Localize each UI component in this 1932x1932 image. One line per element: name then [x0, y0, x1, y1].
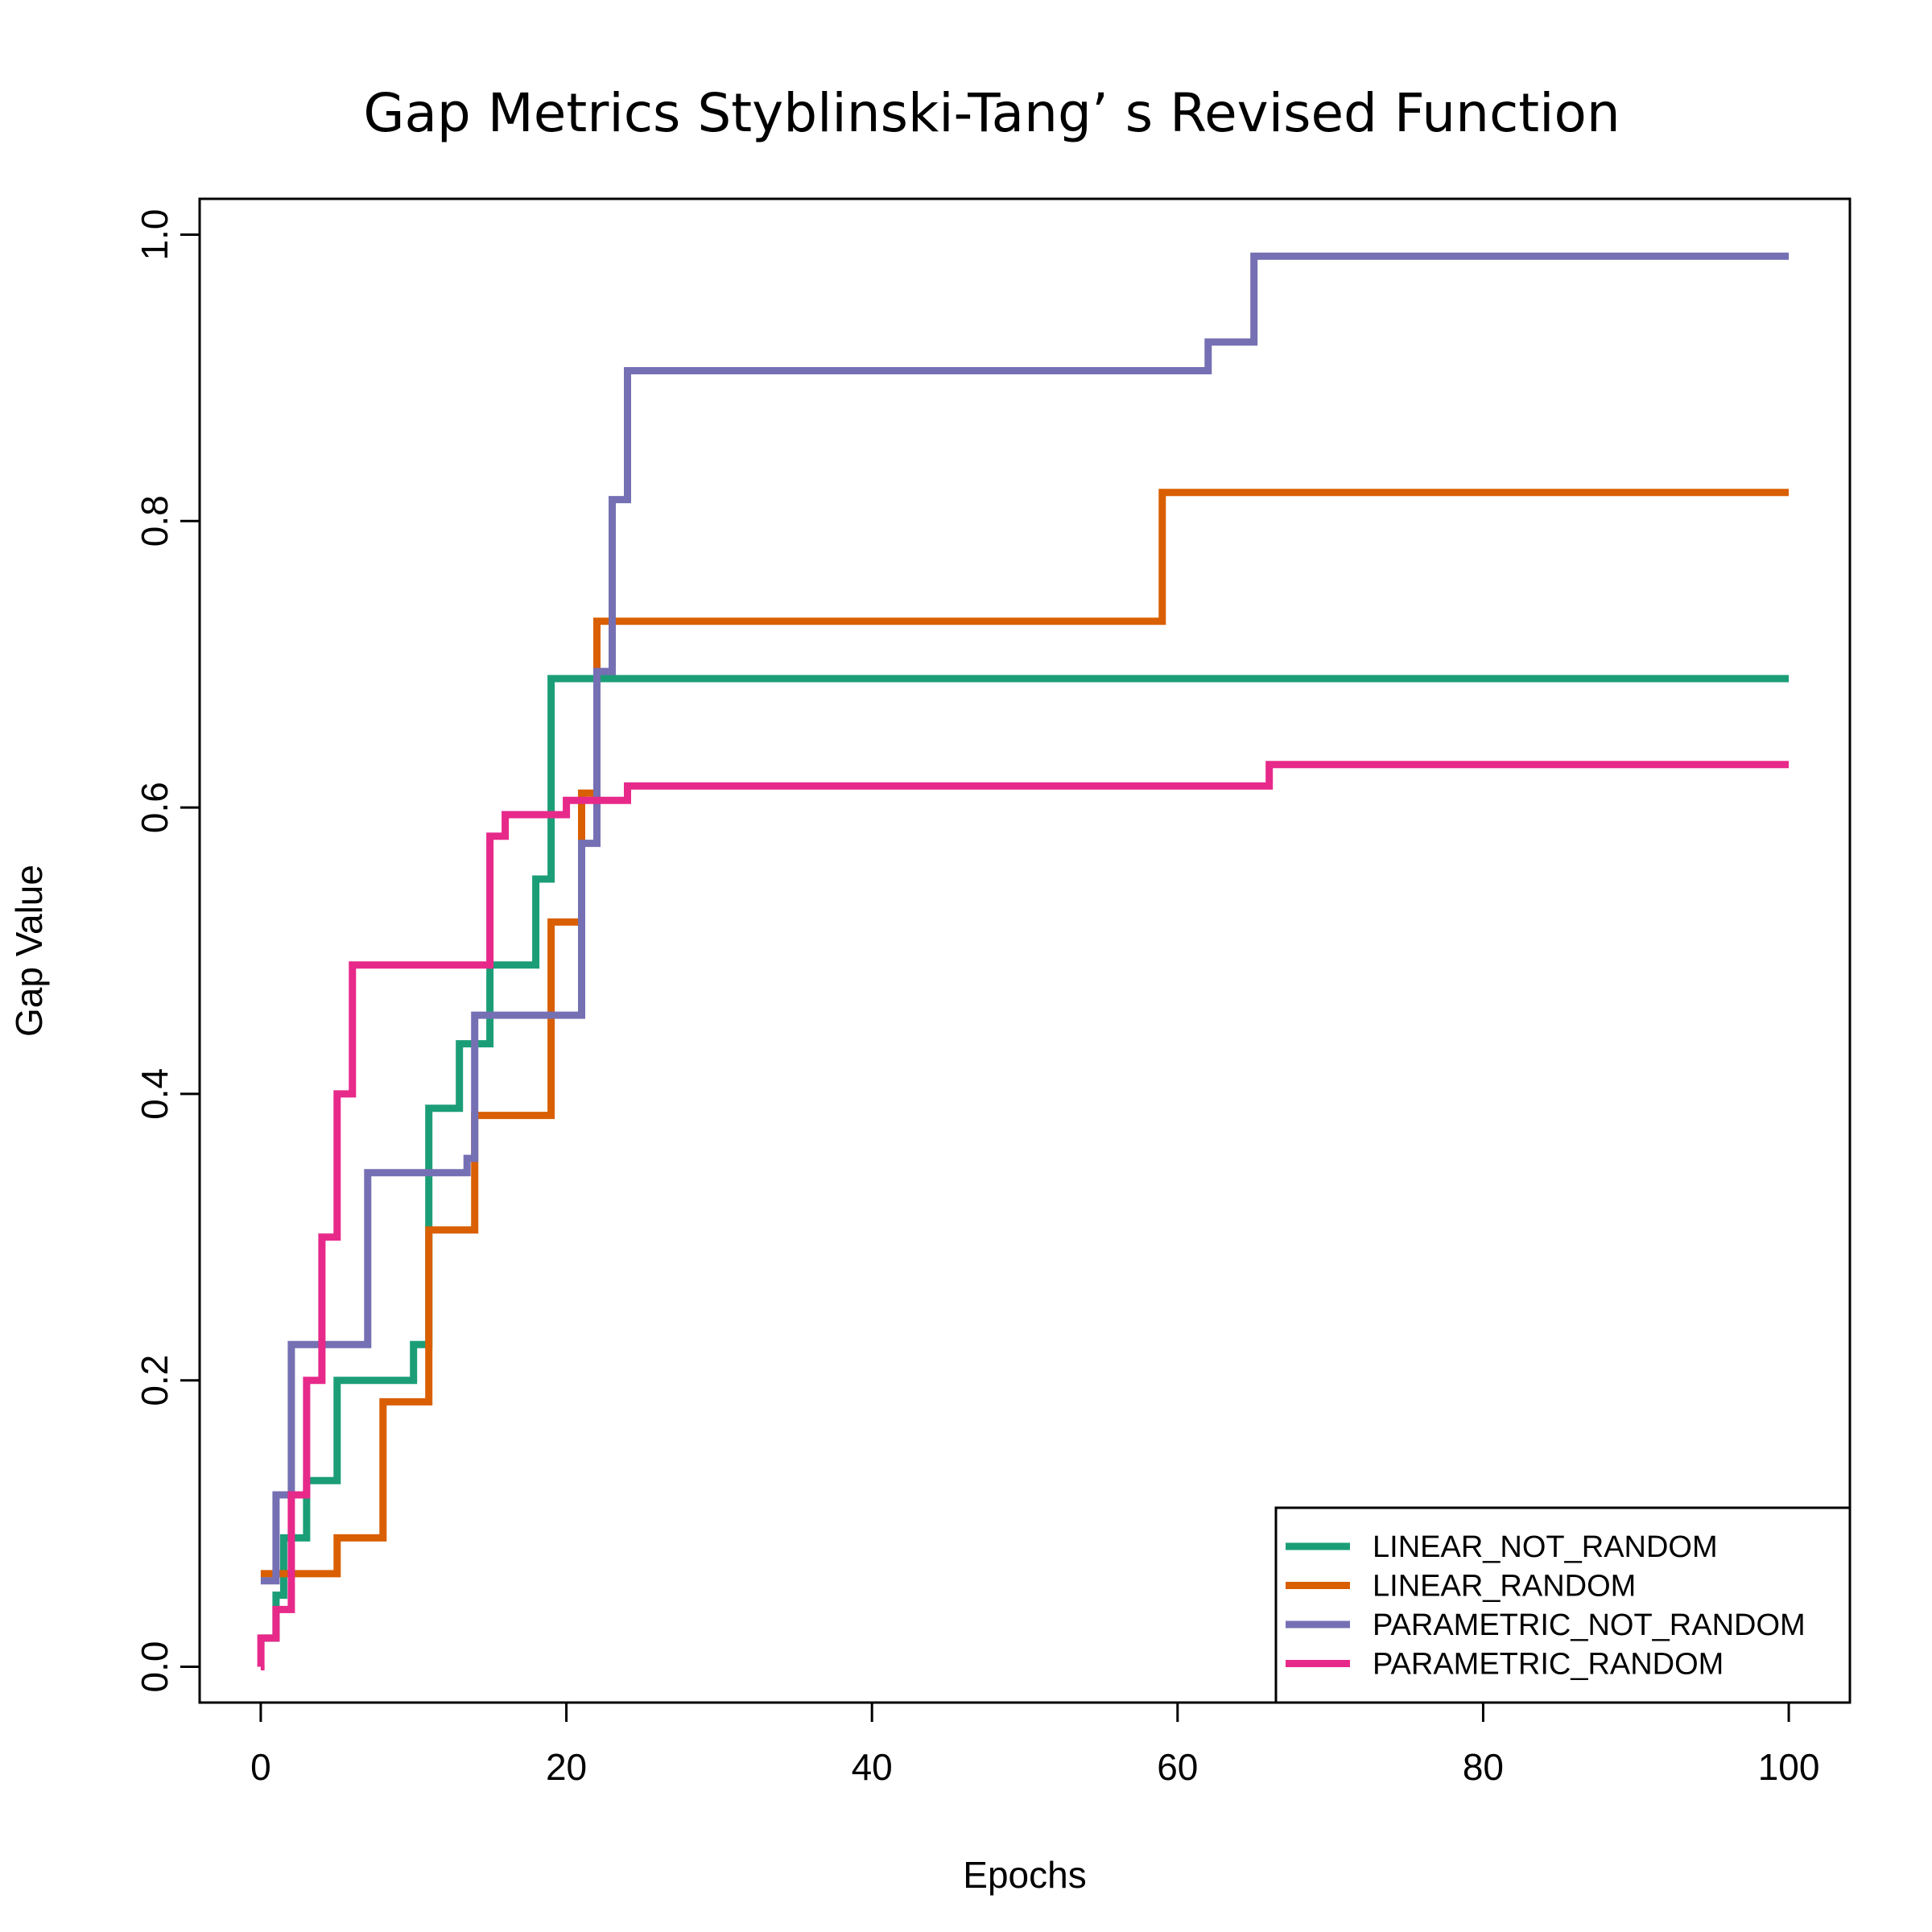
series-layer [257, 252, 1790, 1670]
plot-frame [198, 197, 1852, 1704]
y-tick-label: 0.2 [134, 1355, 175, 1406]
y-tick-label: 0.4 [134, 1068, 175, 1120]
series-line-linear-random [260, 489, 1790, 1578]
legend-label: PARAMETRIC_RANDOM [1373, 1648, 1724, 1682]
series-line-parametric-not-random [260, 252, 1790, 1585]
legend-label: PARAMETRIC_NOT_RANDOM [1373, 1608, 1806, 1642]
x-axis: 0 20 40 60 80 100 [250, 1701, 1820, 1788]
y-axis: 0.0 0.2 0.4 0.6 0.8 1.0 [134, 208, 201, 1693]
y-tick-label: 0.0 [134, 1641, 175, 1693]
legend-box [1274, 1506, 1852, 1704]
y-tick-label: 1.0 [134, 208, 175, 260]
y-axis-label: Gap Value [8, 865, 50, 1037]
series-line-parametric-random [257, 761, 1790, 1670]
x-tick-label: 100 [1758, 1746, 1820, 1788]
legend: LINEAR_NOT_RANDOM LINEAR_RANDOM PARAMETRIC… [1274, 1506, 1852, 1704]
x-tick-label: 0 [250, 1746, 271, 1788]
x-tick-label: 60 [1157, 1746, 1198, 1788]
series-line-linear-not-random [260, 675, 1790, 1642]
chart-title: Gap Metrics Styblinski-Tang’ s Revised F… [363, 82, 1620, 144]
legend-label: LINEAR_RANDOM [1373, 1570, 1636, 1604]
x-axis-label: Epochs [963, 1854, 1086, 1896]
x-tick-label: 20 [546, 1746, 587, 1788]
x-tick-label: 40 [852, 1746, 893, 1788]
y-tick-label: 0.6 [134, 782, 175, 833]
legend-label: LINEAR_NOT_RANDOM [1373, 1530, 1718, 1564]
x-tick-label: 80 [1463, 1746, 1504, 1788]
y-tick-label: 0.8 [134, 495, 175, 547]
